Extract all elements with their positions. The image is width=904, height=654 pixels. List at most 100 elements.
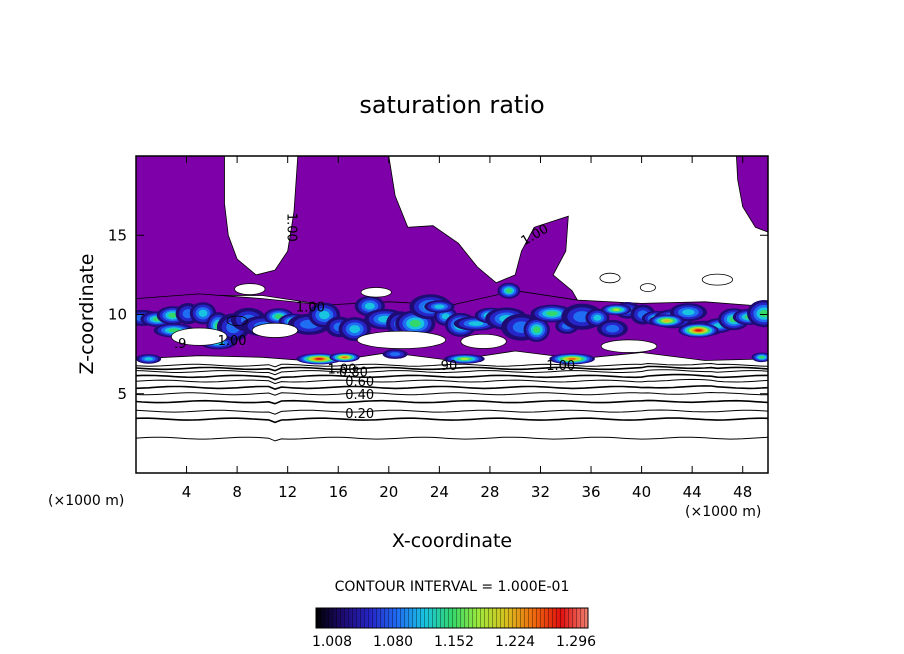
- contour-line: [136, 378, 768, 385]
- y-tick-label: 5: [117, 385, 127, 403]
- supersaturated-region-right: [735, 156, 768, 233]
- x-tick-label: 16: [329, 483, 348, 501]
- contour-line: [639, 283, 656, 293]
- x-tick-label: 28: [480, 483, 499, 501]
- contour-interval-text: CONTOUR INTERVAL = 1.000E-01: [335, 579, 570, 595]
- contour-label-text: 1.00: [218, 334, 247, 349]
- y-tick-label: 15: [108, 226, 127, 244]
- contour-label-text: .9: [174, 337, 186, 352]
- contour-label: 0.60: [345, 375, 374, 390]
- contour-line: [226, 315, 248, 327]
- contour-label-text: 0.40: [345, 388, 374, 403]
- saturation-blob: [168, 312, 178, 318]
- colorbar-ticks: 1.008 1.080 1.152 1.224 1.296: [312, 634, 596, 650]
- contour-label-text: 1.00: [546, 359, 575, 374]
- saturation-blob: [315, 358, 323, 360]
- contour-label-text: 1.00: [328, 362, 357, 377]
- saturation-blob: [389, 352, 401, 357]
- subsaturated-gap: [360, 287, 392, 298]
- contour-line: [599, 272, 621, 284]
- contour-label-text: 1.00: [296, 301, 325, 316]
- subsaturated-gap: [356, 330, 446, 349]
- saturation-blob: [341, 356, 348, 359]
- colorbar: [315, 607, 589, 629]
- contour-line: [136, 365, 768, 372]
- contour-line: [136, 409, 768, 415]
- y-tick-label: 10: [108, 306, 127, 324]
- saturation-blob: [612, 308, 620, 312]
- contour-label-text: 0.20: [345, 407, 374, 422]
- z-unit-label: (×1000 m): [48, 493, 124, 509]
- x-tick-label: 4: [182, 483, 192, 501]
- saturation-color-field: [136, 282, 768, 365]
- saturation-blob: [409, 319, 421, 328]
- x-axis-ticks: 4 8 12 16 20 24 28 32 36 40 44 48: [182, 156, 752, 501]
- contour-labels: 0.200.400.600.801.00.90 1.001.001.001.001…: [174, 213, 575, 422]
- x-tick-label: 12: [278, 483, 297, 501]
- saturation-blob: [459, 357, 470, 360]
- saturation-blob: [759, 309, 768, 318]
- contour-label-text: 0.80: [339, 366, 368, 381]
- contour-line: [136, 391, 768, 396]
- contour-line: [136, 385, 768, 390]
- contour-label: 1.00: [328, 362, 357, 377]
- subsaturated-gap: [600, 339, 658, 353]
- x-tick-label: 40: [632, 483, 651, 501]
- chart-title: saturation ratio: [359, 91, 544, 119]
- saturation-blob: [682, 309, 695, 316]
- colorbar-tick-label: 1.152: [434, 634, 474, 650]
- subsaturated-gap: [171, 327, 228, 346]
- saturation-blob: [593, 314, 602, 321]
- x-tick-label: 44: [683, 483, 702, 501]
- subsaturated-gap: [251, 322, 299, 338]
- saturation-blob: [349, 325, 361, 334]
- saturation-blob: [605, 324, 620, 333]
- contour-line: [136, 362, 768, 368]
- contour-line: [136, 417, 768, 424]
- x-tick-label: 24: [430, 483, 449, 501]
- contour-line: [136, 373, 768, 381]
- saturation-blob: [434, 304, 445, 309]
- contour-line: [136, 399, 768, 405]
- x-tick-label: 48: [733, 483, 752, 501]
- y-axis-ticks: 5 10 15: [108, 226, 768, 403]
- contour-label: .9: [174, 337, 186, 352]
- colorbar-tick-label: 1.008: [312, 634, 352, 650]
- contour-label: 0.40: [345, 388, 374, 403]
- y-axis-label: Z-coordinate: [76, 254, 98, 375]
- plot-area: [136, 156, 768, 442]
- colorbar-tick-label: 1.224: [495, 634, 535, 650]
- x-tick-label: 32: [531, 483, 550, 501]
- contour-label: 1.00: [296, 301, 325, 316]
- saturation-blob: [546, 311, 558, 316]
- contour-label: 1.00: [284, 213, 299, 242]
- contour-label-text: 0.60: [345, 375, 374, 390]
- contour-label-text: .90: [437, 359, 458, 374]
- contour-line: [136, 436, 768, 442]
- colorbar-tick-label: 1.296: [556, 634, 596, 650]
- saturation-blob: [533, 326, 541, 334]
- contour-label: 1.00: [546, 359, 575, 374]
- subsaturated-gap: [460, 333, 507, 349]
- saturation-blob: [468, 321, 484, 326]
- contour-label: 0.80: [339, 366, 368, 381]
- x-tick-label: 8: [232, 483, 242, 501]
- saturation-blob: [319, 310, 330, 320]
- contour-lines: [136, 272, 768, 442]
- contour-label: 0.20: [345, 407, 374, 422]
- x-axis-label: X-coordinate: [392, 530, 512, 552]
- contour-line: [701, 273, 734, 286]
- contour-label-text: 1.00: [284, 213, 299, 242]
- subsaturated-gap: [234, 283, 266, 295]
- saturation-blob: [198, 309, 208, 317]
- saturation-blob: [505, 288, 512, 293]
- saturation-blob: [364, 302, 375, 310]
- contour-line: [136, 369, 768, 376]
- x-tick-label: 20: [379, 483, 398, 501]
- saturation-blob: [758, 356, 765, 359]
- contour-label: .90: [437, 359, 458, 374]
- saturation-blob: [663, 319, 671, 323]
- saturation-blob: [695, 329, 702, 332]
- x-tick-label: 36: [581, 483, 600, 501]
